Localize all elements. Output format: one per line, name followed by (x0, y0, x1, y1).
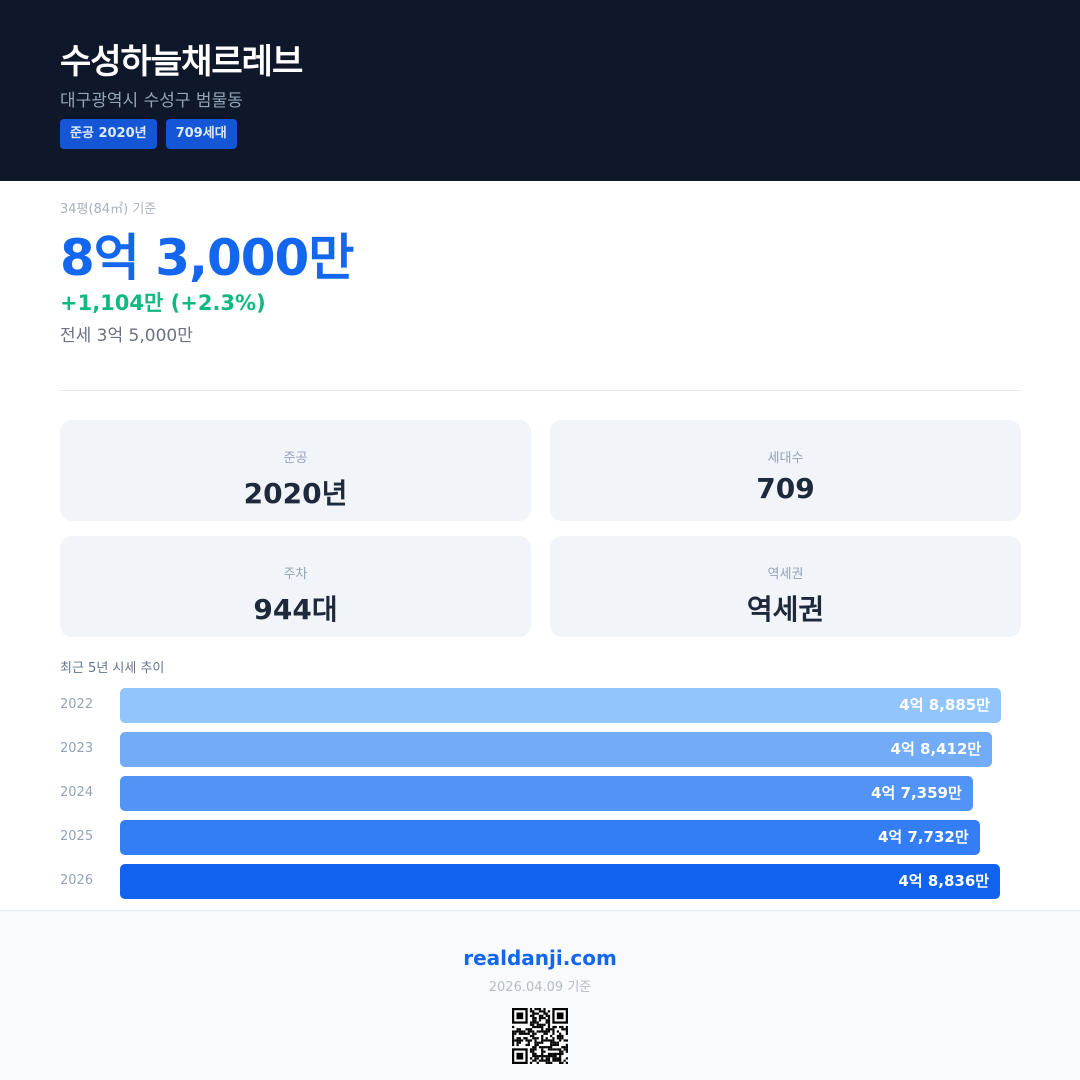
price-value: 8억 3,000만 (60, 229, 354, 287)
stat-card-households: 세대수 709 (550, 420, 1021, 521)
bar-2026: 4억 8,836만 (120, 864, 1001, 899)
address: 대구광역시 수성구 범물동 (60, 91, 243, 111)
year-label: 2025 (60, 829, 94, 844)
qr-code-icon[interactable] (512, 1008, 568, 1064)
stat-value: 역세권 (746, 593, 825, 626)
header: 수성하늘채르레브 대구광역시 수성구 범물동 준공 2020년 709세대 (0, 0, 1080, 181)
jeonse-price: 전세 3억 5,000만 (60, 326, 193, 346)
price-change: +1,104만 (+2.3%) (60, 291, 266, 315)
stat-value: 709 (756, 472, 815, 505)
bar-2024: 4억 7,359만 (120, 776, 973, 811)
chart-row: 2025 4억 7,732만 (60, 820, 1020, 855)
site-link[interactable]: realdanji.com (463, 946, 617, 970)
price-basis: 34평(84㎡) 기준 (60, 202, 157, 217)
year-label: 2024 (60, 785, 94, 800)
bar-2022: 4억 8,885만 (120, 688, 1001, 723)
badge-households: 709세대 (165, 119, 237, 149)
divider (60, 390, 1020, 391)
stat-card-parking: 주차 944대 (60, 536, 531, 637)
chart-row: 2023 4억 8,412만 (60, 732, 1020, 767)
stat-value: 2020년 (243, 477, 348, 510)
chart-row: 2026 4억 8,836만 (60, 864, 1020, 899)
chart-row: 2024 4억 7,359만 (60, 776, 1020, 811)
stat-card-station: 역세권 역세권 (550, 536, 1021, 637)
stat-label: 주차 (283, 567, 308, 582)
stat-label: 준공 (283, 451, 308, 466)
bar-2023: 4억 8,412만 (120, 732, 993, 767)
year-label: 2023 (60, 741, 94, 756)
chart-title: 최근 5년 시세 추이 (60, 661, 165, 676)
stat-label: 역세권 (767, 567, 804, 582)
stat-card-built: 준공 2020년 (60, 420, 531, 521)
chart-row: 2022 4억 8,885만 (60, 688, 1020, 723)
badge-built-year: 준공 2020년 (60, 119, 157, 149)
complex-title: 수성하늘채르레브 (60, 42, 303, 82)
bar-2025: 4억 7,732만 (120, 820, 980, 855)
stat-value: 944대 (253, 593, 338, 626)
footer: realdanji.com 2026.04.09 기준 (0, 910, 1080, 1080)
year-label: 2026 (60, 873, 94, 888)
year-label: 2022 (60, 697, 94, 712)
stat-label: 세대수 (767, 451, 804, 466)
reference-date: 2026.04.09 기준 (488, 980, 592, 995)
